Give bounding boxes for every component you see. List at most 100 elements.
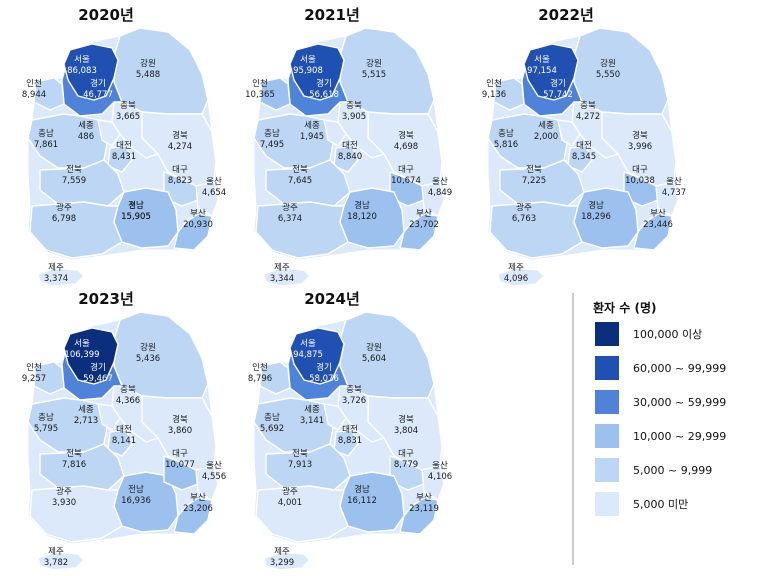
region-value-gangwon: 5,436 bbox=[136, 354, 160, 364]
region-name-busan: 부산 bbox=[416, 492, 432, 503]
region-value-gyeonggi: 58,076 bbox=[309, 374, 339, 384]
region-value-daegu: 8,823 bbox=[168, 176, 192, 186]
region-name-chungbuk: 충북 bbox=[120, 385, 136, 395]
region-name-gangwon: 강원 bbox=[140, 58, 156, 69]
region-daejeon bbox=[333, 145, 359, 173]
region-name-daejeon: 대전 bbox=[116, 424, 132, 435]
region-value-busan: 23,702 bbox=[409, 220, 439, 230]
region-name-ulsan: 울산 bbox=[432, 460, 448, 471]
legend-swatch bbox=[595, 458, 619, 482]
region-name-seoul: 서울 bbox=[300, 339, 316, 349]
region-name-gwangju: 광주 bbox=[282, 202, 298, 213]
map-year-title: 2024년 bbox=[304, 290, 360, 308]
region-ulsan bbox=[421, 465, 445, 501]
region-value-chungbuk: 3,665 bbox=[116, 112, 140, 122]
region-value-gyeongbuk: 4,698 bbox=[394, 142, 418, 152]
region-jeonbuk bbox=[499, 159, 585, 207]
region-name-incheon: 인천 bbox=[26, 78, 42, 89]
region-value-sejong: 1,945 bbox=[300, 132, 324, 142]
region-name-daegu: 대구 bbox=[398, 165, 414, 175]
region-gwangju bbox=[29, 485, 123, 543]
region-name-gyeongbuk: 경북 bbox=[632, 130, 648, 141]
region-value-daejeon: 8,831 bbox=[338, 436, 362, 446]
region-name-jeonnam: 전남 bbox=[128, 200, 144, 211]
region-name-gyeonggi: 경기 bbox=[316, 362, 332, 373]
region-value-jeonnam: 15,905 bbox=[121, 212, 151, 222]
region-name-gangwon: 강원 bbox=[140, 342, 156, 353]
region-name-jeju: 제주 bbox=[508, 263, 524, 273]
region-value-seoul: 106,399 bbox=[64, 350, 99, 360]
region-incheon bbox=[493, 77, 525, 111]
region-value-gangwon: 5,488 bbox=[136, 70, 160, 80]
region-value-chungbuk: 3,905 bbox=[342, 112, 366, 122]
legend-swatch bbox=[595, 390, 619, 414]
region-name-sejong: 세종 bbox=[538, 121, 554, 131]
region-value-ulsan: 4,849 bbox=[428, 188, 452, 198]
region-name-jeonbuk: 전북 bbox=[526, 164, 542, 175]
region-sejong bbox=[97, 119, 121, 147]
legend-swatch bbox=[595, 492, 619, 516]
map-year-title: 2022년 bbox=[538, 6, 594, 24]
region-name-chungbuk: 충북 bbox=[346, 101, 362, 111]
region-gyeongnam bbox=[339, 187, 405, 249]
region-value-jeonbuk: 7,225 bbox=[522, 176, 546, 186]
legend-label: 5,000 미만 bbox=[633, 498, 688, 511]
region-name-daegu: 대구 bbox=[172, 165, 188, 175]
region-name-incheon: 인천 bbox=[252, 362, 268, 373]
region-sejong bbox=[557, 119, 581, 147]
region-name-gyeongnam: 경남 bbox=[354, 200, 370, 211]
region-value-sejong: 486 bbox=[78, 132, 94, 142]
region-name-incheon: 인천 bbox=[486, 78, 502, 89]
region-gyeongnam bbox=[339, 471, 405, 533]
region-value-gyeongnam: 18,120 bbox=[347, 212, 377, 222]
region-name-chungbuk: 충북 bbox=[580, 101, 596, 111]
region-sejong bbox=[323, 403, 347, 431]
region-name-sejong: 세종 bbox=[304, 405, 320, 415]
region-name-chungnam: 충남 bbox=[38, 413, 54, 423]
region-name-chungnam: 충남 bbox=[264, 413, 280, 423]
region-daejeon bbox=[567, 145, 593, 173]
region-jeju bbox=[263, 267, 311, 287]
region-name-ulsan: 울산 bbox=[206, 176, 222, 187]
region-value-sejong: 2,000 bbox=[534, 132, 558, 142]
region-daejeon bbox=[107, 429, 133, 457]
region-name-gwangju: 광주 bbox=[56, 486, 72, 497]
region-value-gyeongnam: 15,905 bbox=[121, 212, 151, 222]
region-name-gyeongnam: 경남 bbox=[128, 200, 144, 211]
region-name-seoul: 서울 bbox=[74, 55, 90, 65]
region-value-incheon: 8,796 bbox=[248, 374, 272, 384]
region-value-gyeongbuk: 3,996 bbox=[628, 142, 652, 152]
map-body: 서울97,154경기57,742인천9,136강원5,550충북4,272세종2… bbox=[482, 27, 686, 287]
region-name-gyeongbuk: 경북 bbox=[398, 130, 414, 141]
region-name-daegu: 대구 bbox=[398, 449, 414, 459]
region-jeonbuk bbox=[39, 159, 125, 207]
region-name-gangwon: 강원 bbox=[366, 342, 382, 353]
legend-title: 환자 수 (명) bbox=[593, 300, 657, 315]
region-value-chungnam: 5,795 bbox=[34, 424, 58, 434]
region-value-gangwon: 5,604 bbox=[362, 354, 386, 364]
region-value-incheon: 10,365 bbox=[245, 90, 275, 100]
region-seoul bbox=[63, 43, 119, 101]
map-year-title: 2021년 bbox=[304, 6, 360, 24]
region-seoul bbox=[289, 327, 345, 385]
region-value-gyeongnam: 18,296 bbox=[581, 212, 611, 222]
region-seoul bbox=[63, 327, 119, 385]
region-name-gangwon: 강원 bbox=[366, 58, 382, 69]
region-value-jeju: 4,096 bbox=[504, 274, 528, 284]
region-value-chungnam: 7,495 bbox=[260, 140, 284, 150]
region-value-daejeon: 8,431 bbox=[112, 152, 136, 162]
region-value-incheon: 8,944 bbox=[22, 90, 46, 100]
region-ulsan bbox=[421, 181, 445, 217]
region-value-seoul: 86,083 bbox=[67, 66, 97, 76]
region-value-gyeongbuk: 4,274 bbox=[168, 142, 192, 152]
region-name-gwangju: 광주 bbox=[56, 202, 72, 213]
region-seoul bbox=[523, 43, 579, 101]
region-value-daegu: 10,038 bbox=[625, 176, 655, 186]
region-value-gyeongnam: 16,112 bbox=[347, 496, 377, 506]
region-value-chungnam: 5,816 bbox=[494, 140, 518, 150]
region-name-sejong: 세종 bbox=[78, 121, 94, 131]
region-name-jeonbuk: 전북 bbox=[66, 448, 82, 459]
legend-swatch bbox=[595, 356, 619, 380]
